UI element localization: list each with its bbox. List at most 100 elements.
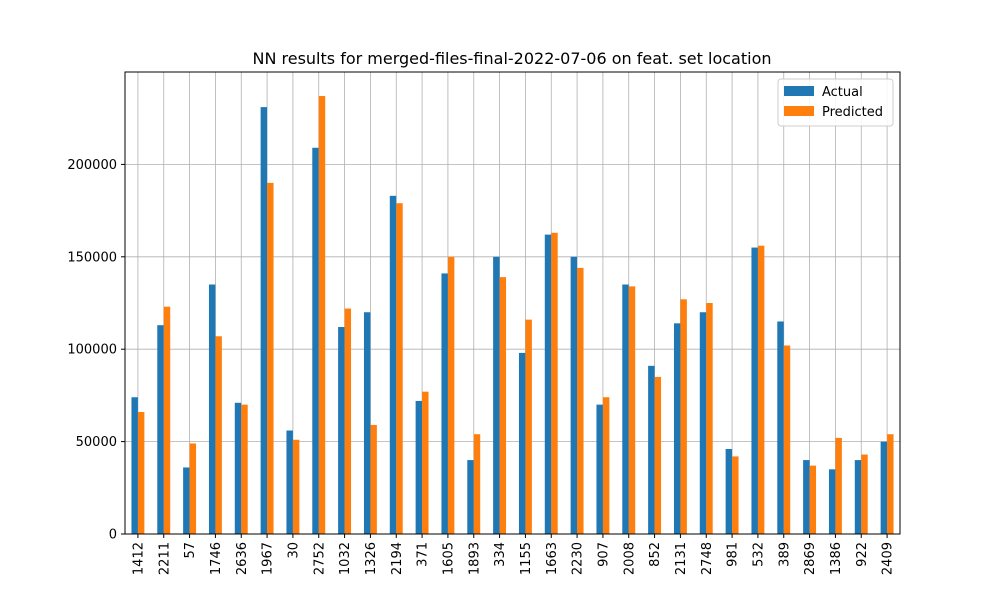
bar-predicted-922 (861, 454, 868, 534)
bar-predicted-2131 (680, 299, 687, 534)
x-tick-label: 2230 (571, 542, 586, 575)
bar-predicted-1893 (473, 434, 481, 534)
legend-swatch-actual (784, 86, 814, 96)
x-tick-label: 2008 (622, 542, 637, 575)
bar-actual-30 (286, 430, 293, 534)
bar-predicted-2869 (809, 465, 817, 534)
bar-actual-1967 (260, 107, 268, 534)
bar-actual-2131 (673, 323, 681, 534)
bar-predicted-2211 (163, 306, 171, 534)
bar-actual-852 (648, 365, 655, 534)
bar-actual-1386 (828, 469, 836, 534)
bar-actual-1326 (363, 312, 371, 534)
bar-actual-2230 (570, 256, 578, 534)
x-tick-label: 2869 (803, 542, 818, 575)
x-tick-label: 981 (726, 542, 741, 567)
bar-actual-2636 (234, 402, 242, 534)
chart-title: NN results for merged-files-final-2022-0… (252, 49, 771, 68)
bar-actual-1155 (518, 352, 526, 534)
bar-actual-922 (854, 460, 862, 534)
bar-predicted-2748 (706, 303, 713, 534)
legend-label-actual: Actual (822, 85, 863, 100)
bar-predicted-981 (732, 456, 739, 534)
x-tick-label: 2748 (700, 542, 715, 575)
bar-predicted-2409 (887, 434, 894, 534)
x-tick-label: 1326 (364, 542, 379, 575)
bar-predicted-57 (189, 443, 197, 534)
y-tick-label: 150000 (67, 250, 117, 265)
bar-actual-2409 (880, 441, 888, 534)
bar-actual-2752 (312, 147, 319, 534)
x-tick-label: 2211 (157, 542, 172, 575)
bar-predicted-2230 (577, 267, 584, 534)
bar-actual-2869 (803, 460, 810, 534)
bar-actual-532 (751, 247, 758, 534)
bar-actual-2008 (622, 284, 629, 534)
bar-actual-1746 (208, 284, 216, 534)
y-tick-label: 50000 (76, 435, 117, 450)
bar-predicted-334 (499, 277, 507, 534)
bar-actual-2211 (157, 325, 164, 534)
bar-actual-57 (183, 467, 190, 534)
x-tick-label: 852 (648, 542, 663, 567)
bar-actual-334 (493, 256, 500, 534)
x-axis: 1412 2211 57 1746 2636 1967 30 2752 1032 1326 2194… (131, 534, 896, 575)
bar-predicted-1155 (525, 319, 532, 534)
bar-actual-389 (777, 321, 784, 534)
bar-predicted-2008 (628, 286, 636, 534)
y-tick-label: 0 (109, 528, 117, 543)
bar-predicted-371 (422, 391, 429, 534)
y-tick-label: 200000 (67, 158, 117, 173)
plot-frame (124, 71, 901, 535)
bar-actual-1893 (467, 460, 474, 534)
bar-predicted-532 (757, 245, 765, 534)
bar-actual-1032 (338, 327, 345, 534)
x-tick-label: 2752 (312, 542, 327, 575)
bar-actual-907 (596, 404, 603, 534)
bar-predicted-1326 (370, 424, 377, 534)
x-tick-label: 1386 (829, 542, 844, 575)
x-tick-label: 1155 (519, 542, 534, 575)
bar-predicted-1605 (447, 256, 455, 534)
legend-swatch-predicted (784, 106, 814, 116)
x-tick-label: 1663 (545, 542, 560, 575)
bar-predicted-1032 (344, 308, 352, 534)
bar-predicted-2636 (241, 404, 248, 534)
bar-actual-2748 (699, 312, 707, 534)
x-tick-label: 371 (416, 542, 431, 567)
x-tick-label: 1746 (209, 542, 224, 575)
x-tick-label: 2636 (235, 542, 250, 575)
bars-layer (131, 96, 894, 535)
x-tick-label: 2194 (390, 542, 405, 575)
x-tick-label: 57 (183, 542, 198, 559)
x-tick-label: 922 (855, 542, 870, 567)
bar-predicted-852 (654, 376, 662, 534)
x-tick-label: 1032 (338, 542, 353, 575)
x-tick-label: 1893 (467, 542, 482, 575)
bar-predicted-1386 (835, 437, 842, 534)
x-tick-label: 2131 (674, 542, 689, 575)
y-axis: 0 50000 100000 150000 200000 (67, 158, 125, 543)
x-tick-label: 334 (493, 542, 508, 567)
bar-predicted-907 (602, 397, 610, 534)
bar-actual-1605 (441, 273, 448, 534)
x-tick-label: 532 (751, 542, 766, 567)
x-tick-label: 30 (286, 542, 301, 559)
bar-predicted-1663 (551, 232, 558, 534)
legend: Actual Predicted (777, 78, 894, 127)
x-tick-label: 2409 (881, 542, 896, 575)
bar-actual-371 (415, 400, 423, 534)
bar-predicted-389 (783, 345, 791, 534)
x-tick-label: 389 (777, 542, 792, 567)
bar-predicted-1967 (267, 182, 274, 534)
bar-predicted-2194 (396, 203, 403, 534)
bar-actual-1663 (544, 234, 552, 534)
bar-actual-1412 (131, 397, 138, 534)
bar-actual-981 (725, 448, 733, 534)
x-tick-label: 907 (596, 542, 611, 567)
bar-predicted-30 (292, 439, 300, 534)
bar-predicted-2752 (318, 96, 326, 535)
legend-label-predicted: Predicted (822, 105, 883, 120)
